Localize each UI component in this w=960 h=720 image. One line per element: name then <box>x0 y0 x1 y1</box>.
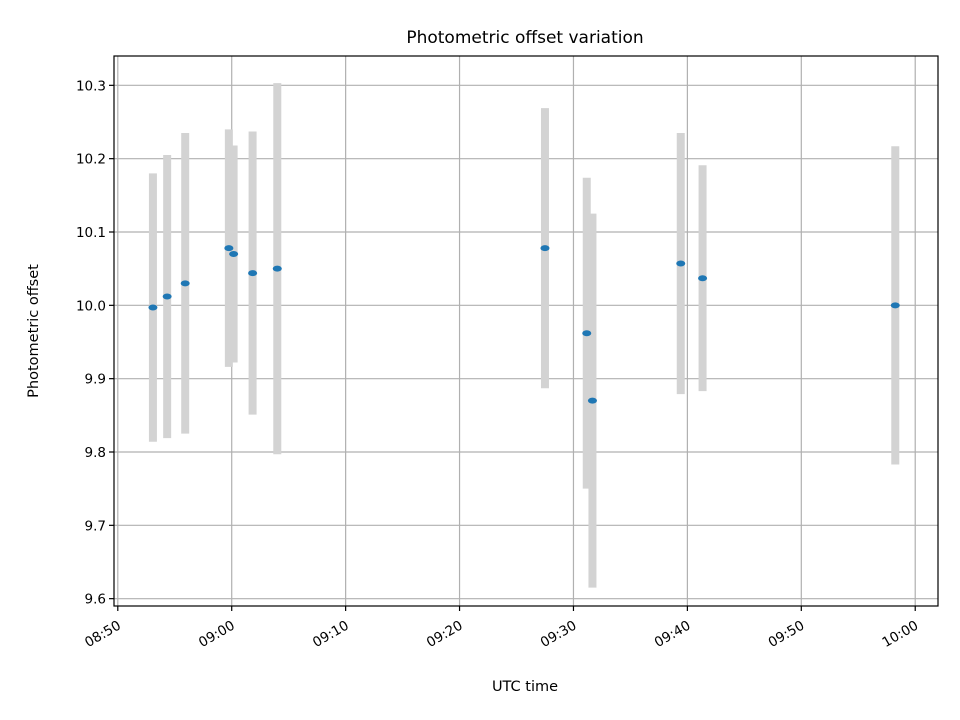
y-tick-label: 9.6 <box>85 592 106 608</box>
x-tick-label: 09:00 <box>196 618 238 651</box>
data-point <box>698 275 708 282</box>
data-point <box>148 304 158 311</box>
x-tick-label: 09:20 <box>424 618 466 651</box>
y-tick-label: 9.8 <box>85 445 106 461</box>
x-axis-label: UTC time <box>492 679 558 695</box>
axis-ticks: 08:50 09:00 09:10 09:20 09:30 09:40 09:50 10:00… <box>76 78 921 651</box>
data-point <box>162 293 172 300</box>
data-point <box>582 330 592 337</box>
x-tick-label: 09:10 <box>310 618 352 651</box>
chart-title: Photometric offset variation <box>406 28 643 48</box>
x-tick-label: 09:50 <box>766 618 808 651</box>
data-point <box>676 260 686 267</box>
y-tick-label: 9.7 <box>85 518 106 534</box>
data-point <box>224 245 234 252</box>
y-tick-label: 10.2 <box>76 152 106 168</box>
y-tick-label: 9.9 <box>85 372 106 388</box>
x-tick-label: 09:40 <box>652 618 694 651</box>
data-point <box>587 397 597 404</box>
y-tick-label: 10.0 <box>76 298 106 314</box>
x-tick-label: 08:50 <box>82 618 124 651</box>
data-point <box>180 280 190 287</box>
x-tick-label: 10:00 <box>880 618 922 651</box>
data-point <box>890 302 900 309</box>
data-point <box>272 265 282 272</box>
data-point <box>540 245 550 252</box>
data-point <box>229 251 239 257</box>
y-tick-label: 10.3 <box>76 78 106 94</box>
plot-frame <box>113 55 939 607</box>
data-point <box>248 270 258 277</box>
y-tick-label: 10.1 <box>76 225 106 241</box>
x-tick-label: 09:30 <box>538 618 580 651</box>
y-axis-label: Photometric offset <box>26 264 42 398</box>
data-points <box>148 245 900 404</box>
